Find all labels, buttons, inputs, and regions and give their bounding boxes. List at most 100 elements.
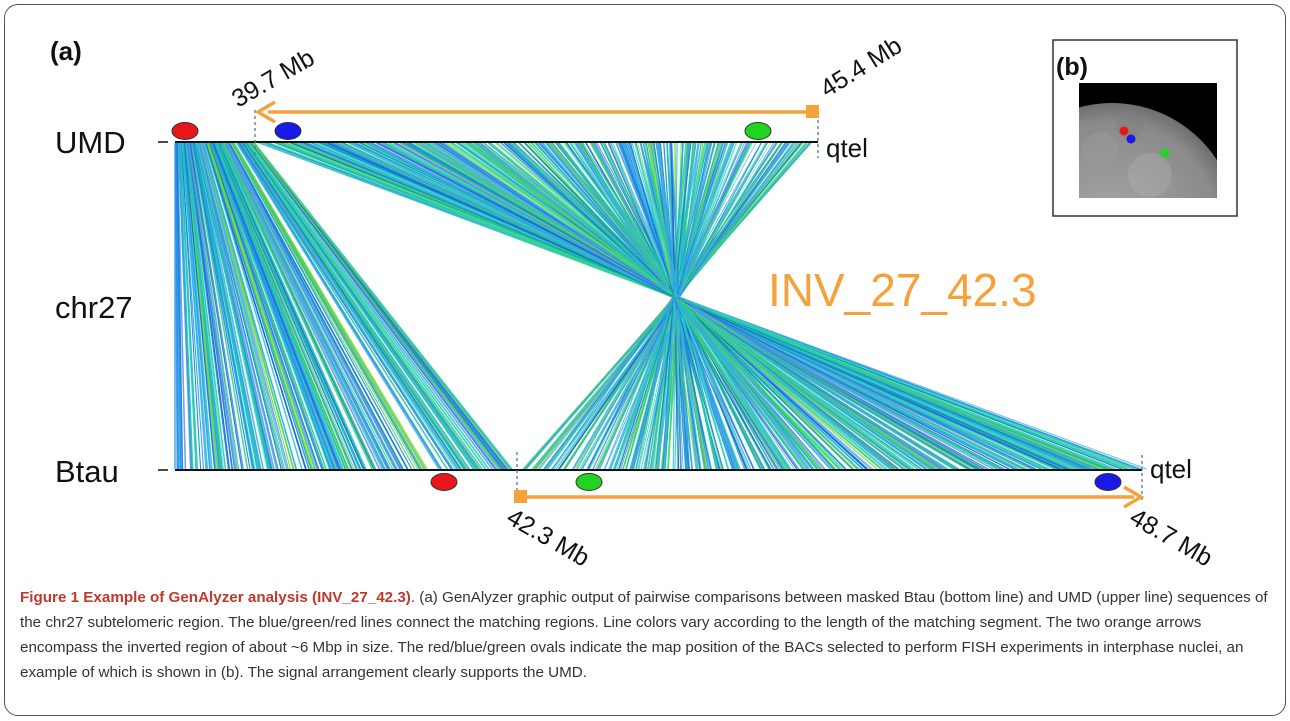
synteny-line — [201, 142, 289, 470]
synteny-line — [183, 142, 216, 470]
synteny-line — [428, 142, 959, 470]
synteny-line — [246, 142, 483, 470]
synteny-line — [239, 142, 454, 470]
synteny-line — [629, 142, 724, 470]
synteny-line — [241, 142, 462, 470]
synteny-line — [175, 142, 179, 470]
synteny-line — [230, 142, 416, 470]
synteny-line — [532, 142, 808, 470]
synteny-line — [558, 142, 804, 470]
inversion-label: INV_27_42.3 — [768, 264, 1037, 316]
synteny-line — [217, 142, 361, 470]
synteny-line — [220, 142, 373, 470]
synteny-line — [222, 142, 377, 470]
synteny-line — [212, 142, 341, 470]
synteny-line — [190, 142, 244, 470]
synteny-line — [200, 142, 288, 470]
synteny-line — [238, 142, 448, 470]
synteny-line — [202, 142, 292, 470]
btau-start-mb-label: 42.3 Mb — [502, 503, 594, 572]
synteny-line — [248, 142, 490, 470]
synteny-line — [175, 142, 182, 470]
synteny-lines — [174, 142, 1147, 470]
umd-inversion-arrow — [254, 100, 819, 124]
synteny-line — [259, 142, 1147, 470]
synteny-line — [191, 142, 249, 470]
synteny-line — [657, 142, 699, 470]
synteny-line — [219, 142, 367, 470]
panel-a-label: (a) — [50, 36, 82, 66]
synteny-line — [226, 142, 397, 470]
synteny-line — [185, 142, 227, 470]
synteny-line — [178, 142, 194, 470]
synteny-line — [205, 142, 307, 470]
synteny-line — [195, 142, 271, 470]
synteny-line — [228, 142, 404, 470]
synteny-line — [206, 142, 314, 470]
synteny-line — [193, 142, 258, 470]
synteny-line — [231, 142, 419, 470]
synteny-line — [237, 142, 442, 470]
synteny-line — [185, 142, 222, 470]
synteny-line — [242, 142, 468, 470]
synteny-line — [534, 142, 831, 470]
synteny-line — [195, 142, 264, 470]
synteny-line — [179, 142, 197, 470]
synteny-line — [204, 142, 303, 470]
synteny-line — [622, 142, 739, 470]
fish-nucleus-image — [1079, 83, 1217, 198]
synteny-line — [227, 142, 402, 470]
synteny-line — [189, 142, 243, 470]
synteny-line — [187, 142, 236, 470]
synteny-line — [199, 142, 284, 470]
synteny-line — [218, 142, 365, 470]
caption-text: . (a) GenAlyzer graphic output of pairwi… — [20, 589, 1268, 681]
synteny-line — [294, 142, 1105, 470]
synteny-line — [222, 142, 381, 470]
synteny-line — [194, 142, 262, 470]
synteny-line — [250, 142, 496, 470]
synteny-line — [631, 142, 712, 470]
synteny-line — [487, 142, 882, 470]
synteny-line — [177, 142, 193, 470]
synteny-line — [192, 142, 251, 470]
synteny-line — [279, 142, 1112, 470]
figure-caption: Figure 1 Example of GenAlyzer analysis (… — [20, 585, 1272, 685]
synteny-line — [241, 142, 459, 470]
synteny-line — [469, 142, 906, 470]
synteny-line — [192, 142, 255, 470]
synteny-line — [216, 142, 358, 470]
synteny-line — [209, 142, 327, 470]
synteny-line — [187, 142, 230, 470]
caption-title: Figure 1 Example of GenAlyzer analysis (… — [20, 589, 411, 606]
chromosome-label: chr27 — [55, 290, 133, 325]
btau-track-label: Btau — [55, 454, 119, 489]
synteny-line — [336, 142, 1061, 470]
btau-green-bac-marker — [575, 473, 603, 491]
synteny-line — [211, 142, 330, 470]
synteny-line — [208, 142, 320, 470]
synteny-line — [368, 142, 1015, 470]
synteny-line — [176, 142, 187, 470]
synteny-line — [225, 142, 394, 470]
synteny-line — [224, 142, 384, 470]
synteny-line — [242, 142, 462, 470]
umd-red-bac-marker — [171, 122, 199, 140]
synteny-line — [180, 142, 199, 470]
synteny-line — [181, 142, 209, 470]
synteny-line — [189, 142, 240, 470]
synteny-line — [224, 142, 389, 470]
btau-qtel-label: qtel — [1150, 454, 1192, 484]
synteny-line — [245, 142, 478, 470]
synteny-line — [232, 142, 422, 470]
synteny-line — [576, 142, 762, 470]
synteny-line — [207, 142, 316, 470]
synteny-line — [214, 142, 344, 470]
synteny-line — [198, 142, 283, 470]
umd-qtel-label: qtel — [826, 133, 868, 163]
btau-red-bac-marker — [430, 473, 458, 491]
umd-track-label: UMD — [55, 125, 126, 160]
synteny-line — [253, 142, 509, 470]
umd-green-bac-marker — [744, 122, 772, 140]
btau-end-mb-label: 48.7 Mb — [1125, 503, 1217, 572]
